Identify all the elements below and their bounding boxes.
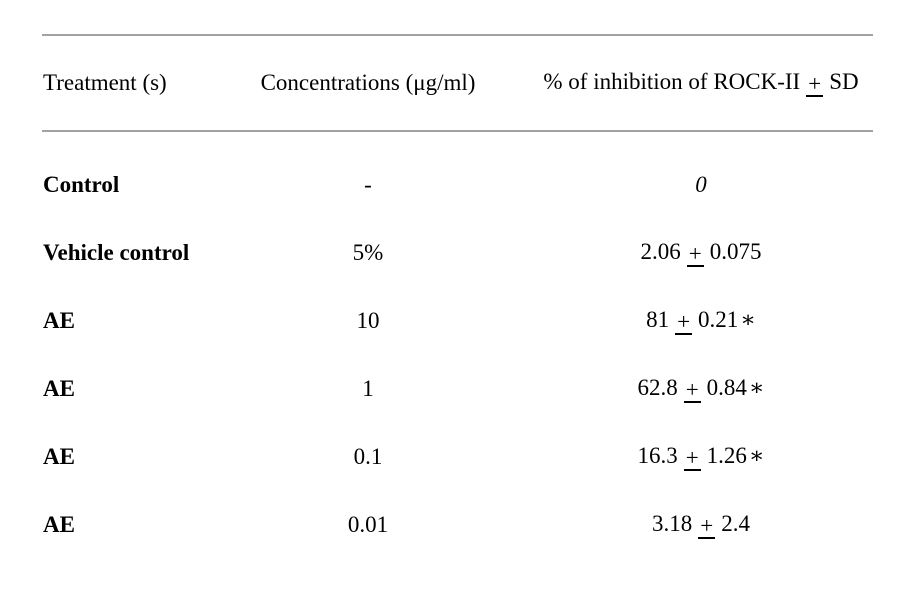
sd-value: 0.84 <box>706 374 747 400</box>
inhibition-cell: 81 +0.21∗ <box>513 306 889 336</box>
inhibition-value: 3.18 <box>652 510 693 536</box>
column-header-inhibition-label: % of inhibition of ROCK-II <box>543 68 801 94</box>
sd-value: 0.21 <box>698 306 739 332</box>
table-row: Vehicle control 5% 2.06 +0.075 <box>0 219 900 287</box>
significance-asterisk: ∗ <box>740 306 756 332</box>
table-header-row: Treatment (s) Concentrations (μg/ml) % o… <box>0 36 900 130</box>
inhibition-value: 16.3 <box>637 442 678 468</box>
inhibition-cell: 62.8 +0.84∗ <box>513 374 889 404</box>
concentration-cell: 0.1 <box>353 444 383 469</box>
sd-value: 1.26 <box>706 442 747 468</box>
plus-minus-symbol: + <box>675 308 693 336</box>
treatment-cell: Control <box>43 172 120 197</box>
treatment-cell: Vehicle control <box>43 240 190 265</box>
plus-minus-symbol: + <box>683 376 701 404</box>
inhibition-cell: 0 <box>513 172 889 198</box>
concentration-cell: 5% <box>352 240 384 265</box>
treatment-cell: AE <box>43 512 75 537</box>
concentration-cell: 10 <box>356 308 380 333</box>
treatment-cell: AE <box>43 308 75 333</box>
plus-minus-symbol: + <box>806 70 824 98</box>
significance-asterisk: ∗ <box>748 442 765 468</box>
table-row: AE 0.01 3.18 +2.4 <box>0 491 900 559</box>
plus-minus-symbol: + <box>686 240 704 268</box>
column-header-treatment: Treatment (s) <box>43 70 167 95</box>
column-header-inhibition: % of inhibition of ROCK-II + SD <box>513 68 889 98</box>
concentration-cell: 1 <box>362 376 374 401</box>
inhibition-value: 81 <box>646 306 670 332</box>
treatment-cell: AE <box>43 444 75 469</box>
table-row: Control - 0 <box>0 151 900 219</box>
table-row: AE 0.1 16.3 +1.26∗ <box>0 423 900 491</box>
table-body: Control - 0 Vehicle control 5% 2.06 +0.07… <box>0 151 900 559</box>
inhibition-value: 2.06 <box>640 238 681 264</box>
table-top-rule <box>42 34 873 36</box>
significance-asterisk: ∗ <box>748 374 765 400</box>
table-header-rule <box>42 130 873 132</box>
inhibition-cell: 16.3 +1.26∗ <box>513 442 889 472</box>
inhibition-value: 0 <box>695 172 707 197</box>
sd-value: 0.075 <box>709 238 762 264</box>
treatment-cell: AE <box>43 376 75 401</box>
concentration-cell: - <box>364 172 372 197</box>
plus-minus-symbol: + <box>683 444 701 472</box>
concentration-cell: 0.01 <box>347 512 389 537</box>
table-row: AE 1 62.8 +0.84∗ <box>0 355 900 423</box>
column-header-concentrations: Concentrations (μg/ml) <box>260 70 476 95</box>
plus-minus-symbol: + <box>698 512 716 540</box>
sd-value: 2.4 <box>721 510 750 536</box>
table-row: AE 10 81 +0.21∗ <box>0 287 900 355</box>
inhibition-cell: 3.18 +2.4 <box>513 510 889 540</box>
inhibition-cell: 2.06 +0.075 <box>513 238 889 268</box>
inhibition-value: 62.8 <box>637 374 678 400</box>
column-header-sd-label: SD <box>829 68 859 94</box>
